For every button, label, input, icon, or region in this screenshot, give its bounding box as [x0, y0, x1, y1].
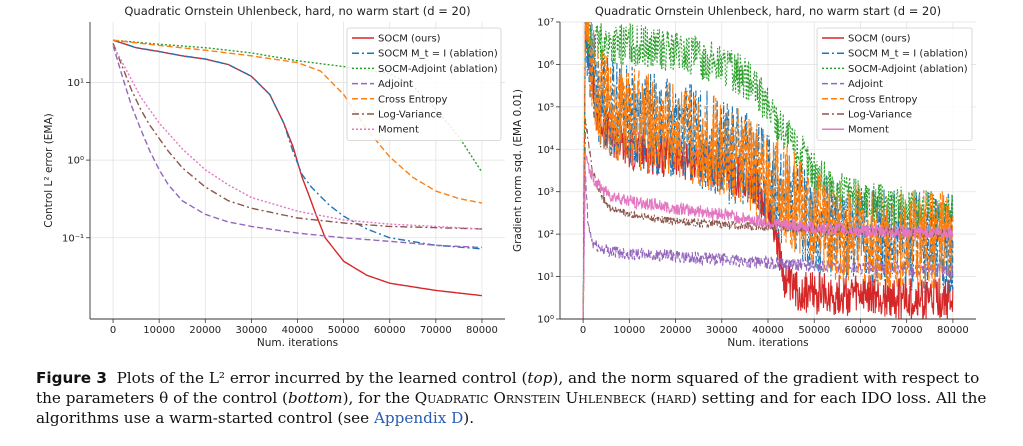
legend-right: SOCM (ours) SOCM M_t = I (ablation) SOCM-A… — [816, 27, 973, 141]
x-tick-label: 60000 — [374, 325, 406, 336]
x-tick-label: 0 — [110, 325, 116, 336]
grid-left — [90, 22, 505, 319]
legend-entry: Cross Entropy — [848, 94, 918, 105]
x-tick-label: 60000 — [845, 325, 877, 336]
x-tick-label: 30000 — [706, 325, 738, 336]
legend-entry: Log-Variance — [378, 110, 442, 121]
x-tick-label: 40000 — [752, 325, 784, 336]
caption-text-2: ), and the norm squared of the gradient … — [36, 369, 980, 407]
series-line-5 — [113, 39, 483, 204]
y-tick-label: 10⁶ — [537, 60, 554, 71]
y-axis-label: Control L² error (EMA) — [43, 113, 55, 228]
y-tick-label: 10⁵ — [537, 102, 554, 113]
x-tick-label: 10000 — [143, 325, 175, 336]
x-tick-label: 70000 — [891, 325, 923, 336]
caption-label: Figure 3 — [36, 369, 107, 387]
y-tick-label: 10⁰ — [537, 315, 554, 326]
caption-appendix-link[interactable]: Appendix D — [373, 409, 464, 427]
y-tick-label: 10⁰ — [67, 156, 84, 167]
caption-text-3: ), for the — [342, 389, 410, 407]
x-axis-label: Num. iterations — [257, 337, 338, 349]
y-tick-label: 10² — [537, 230, 554, 241]
caption-text-4: setting and for each IDO loss. All the a… — [36, 389, 987, 427]
series-line-6 — [582, 118, 953, 319]
legend-left: SOCM (ours) SOCM M_t = I (ablation) SOCM-A… — [346, 27, 502, 141]
legend-entry: SOCM-Adjoint (ablation) — [378, 64, 498, 75]
y-tick-label: 10⁴ — [537, 145, 554, 156]
legend-entry: Moment — [378, 125, 419, 136]
y-tick-label: 10³ — [537, 187, 554, 198]
series-line-2 — [112, 39, 482, 250]
x-tick-label: 50000 — [798, 325, 830, 336]
x-tick-label: 50000 — [328, 325, 360, 336]
x-tick-label: 10000 — [613, 325, 645, 336]
series-line-7 — [112, 45, 482, 230]
chart-title: Quadratic Ornstein Uhlenbeck, hard, no w… — [595, 4, 941, 18]
caption-setting: Quadratic Ornstein Uhlenbeck (hard) — [414, 389, 697, 407]
legend-entry: Moment — [848, 125, 889, 136]
legend-entry: SOCM M_t = I (ablation) — [848, 49, 968, 60]
chart-right: 0 10000 20000 30000 40000 50000 60000 70000 8000… — [512, 4, 976, 349]
legend-entry: Log-Variance — [848, 110, 912, 121]
legend-entry: Cross Entropy — [378, 94, 448, 105]
caption-bottom: bottom — [287, 389, 343, 407]
caption-text-1: Plots of the L² error incurred by the le… — [116, 369, 528, 387]
x-tick-label: 20000 — [660, 325, 692, 336]
legend-entry: Adjoint — [378, 79, 413, 90]
x-tick-label: 20000 — [189, 325, 221, 336]
series-line-5 — [582, 22, 954, 319]
legend-entry: SOCM (ours) — [848, 34, 911, 45]
figure-caption: Figure 3 Plots of the L² error incurred … — [36, 368, 991, 428]
x-tick-label: 0 — [580, 325, 586, 336]
series-line-4 — [582, 171, 954, 319]
legend-entry: Adjoint — [848, 79, 883, 90]
legend-box — [816, 27, 973, 141]
y-tick-label: 10¹ — [67, 78, 84, 89]
x-tick-label: 80000 — [937, 325, 969, 336]
y-tick-label: 10¹ — [537, 272, 554, 283]
x-tick-label: 70000 — [420, 325, 452, 336]
x-tick-label: 40000 — [282, 325, 314, 336]
x-tick-label: 80000 — [466, 325, 498, 336]
series-line-6 — [112, 42, 482, 230]
x-axis-label: Num. iterations — [727, 337, 808, 349]
legend-entry: SOCM (ours) — [378, 34, 441, 45]
legend-entry: SOCM M_t = I (ablation) — [378, 49, 498, 60]
chart-left: 0 10000 20000 30000 40000 50000 60000 70000 8000… — [43, 4, 505, 349]
caption-text-5: ). — [463, 409, 475, 427]
series-line-4 — [112, 45, 482, 249]
legend-entry: SOCM-Adjoint (ablation) — [848, 64, 968, 75]
series-line-3 — [113, 39, 483, 173]
series-line-7 — [582, 152, 954, 319]
x-tick-label: 30000 — [235, 325, 267, 336]
y-tick-label: 10⁻¹ — [62, 233, 84, 244]
caption-top: top — [527, 369, 553, 387]
y-tick-label: 10⁷ — [537, 18, 554, 29]
y-axis-label: Gradient norm sqd. (EMA 0.01) — [512, 89, 524, 252]
chart-title: Quadratic Ornstein Uhlenbeck, hard, no w… — [124, 4, 470, 18]
legend-box — [346, 27, 502, 141]
